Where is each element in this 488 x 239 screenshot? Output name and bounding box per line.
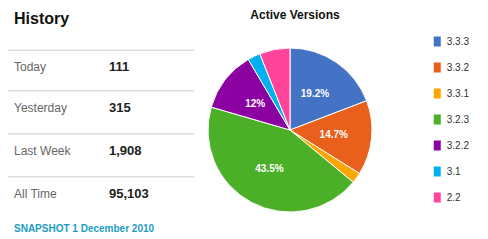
svg-text:111: 111 xyxy=(109,59,129,74)
svg-text:Active Versions: Active Versions xyxy=(250,8,340,22)
svg-text:All Time: All Time xyxy=(14,187,57,201)
svg-text:14.7%: 14.7% xyxy=(320,129,348,140)
svg-text:2.2: 2.2 xyxy=(447,192,461,203)
svg-text:3.2.2: 3.2.2 xyxy=(447,140,470,151)
svg-text:SNAPSHOT 1 December 2010: SNAPSHOT 1 December 2010 xyxy=(14,223,155,234)
svg-text:3.2.3: 3.2.3 xyxy=(447,114,470,125)
svg-text:3.3.1: 3.3.1 xyxy=(447,88,470,99)
svg-text:Today: Today xyxy=(14,60,46,74)
svg-text:95,103: 95,103 xyxy=(109,186,149,201)
svg-text:3.3.2: 3.3.2 xyxy=(447,62,470,73)
svg-text:History: History xyxy=(14,10,69,27)
svg-text:3.1: 3.1 xyxy=(447,166,461,177)
svg-text:Last Week: Last Week xyxy=(14,144,71,158)
svg-text:3.3.3: 3.3.3 xyxy=(447,36,470,47)
svg-text:315: 315 xyxy=(109,100,131,115)
svg-text:1,908: 1,908 xyxy=(109,143,142,158)
svg-text:19.2%: 19.2% xyxy=(301,88,329,99)
svg-text:Yesterday: Yesterday xyxy=(14,101,67,115)
svg-text:12%: 12% xyxy=(245,98,265,109)
svg-text:43.5%: 43.5% xyxy=(255,163,283,174)
